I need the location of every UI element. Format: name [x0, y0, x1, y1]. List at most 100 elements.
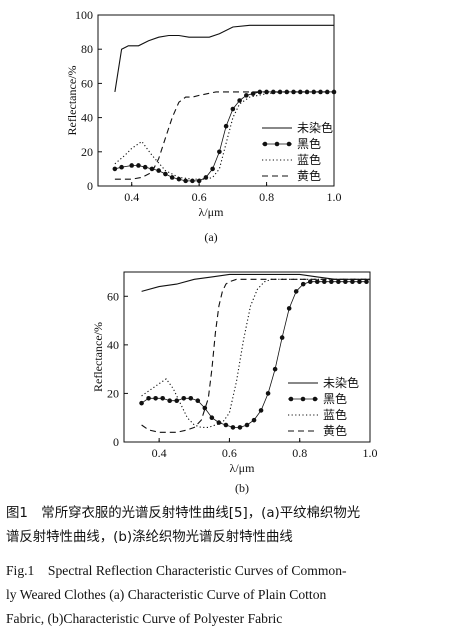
series-point-a-1: [217, 149, 222, 155]
x-tick-label-b: 0.8: [292, 446, 307, 460]
series-point-b-1: [286, 306, 292, 311]
x-tick-label-a: 0.8: [259, 190, 274, 204]
series-point-a-1: [156, 168, 161, 173]
series-point-a-1: [318, 89, 323, 95]
caption-chinese: 图1 常所穿衣服的光谱反射特性曲线[5]，(a)平纹棉织物光 谱反射特性曲线，(…: [6, 502, 446, 550]
series-point-b-1: [223, 422, 229, 428]
series-line-b-0: [141, 273, 370, 292]
series-line-a-3: [114, 91, 334, 180]
series-point-a-1: [136, 163, 141, 168]
series-point-b-1: [258, 408, 264, 413]
series-point-a-1: [190, 178, 195, 184]
series-point-b-1: [265, 391, 271, 396]
x-tick-label-b: 0.6: [222, 446, 237, 460]
series-point-b-1: [146, 395, 151, 401]
legend-marker-a-1: [274, 141, 280, 147]
series-point-a-1: [169, 175, 175, 180]
series-point-b-1: [322, 279, 327, 285]
caption-en-line-1: Fig.1 Spectral Reflection Characteristic…: [6, 563, 347, 578]
series-line-a-0: [114, 24, 334, 92]
series-line-a-2: [114, 91, 334, 180]
series-point-b-1: [181, 395, 187, 401]
legend-marker-b-1: [300, 396, 306, 402]
series-point-a-1: [257, 89, 263, 95]
y-tick-label-a: 40: [81, 111, 93, 125]
legend-label-b-0: 未染色: [323, 375, 359, 390]
series-line-b-3: [141, 278, 370, 433]
series-point-b-1: [230, 425, 236, 430]
series-point-b-1: [357, 279, 362, 285]
x-tick-label-b: 1.0: [363, 446, 378, 460]
series-point-a-1: [210, 166, 215, 172]
plot-frame-a: [97, 14, 335, 187]
x-tick-label-a: 1.0: [327, 190, 342, 204]
panel-label-b: (b): [235, 481, 249, 495]
series-point-b-1: [343, 279, 348, 285]
legend-label-a-1: 黑色: [297, 137, 321, 151]
y-tick-label-a: 60: [81, 76, 93, 90]
series-point-b-1: [209, 415, 215, 421]
series-point-b-1: [364, 279, 369, 285]
x-axis-label-b: λ/μm: [230, 461, 256, 475]
series-point-a-1: [183, 178, 188, 184]
y-tick-label-a: 100: [75, 8, 93, 22]
series-point-b-1: [251, 417, 257, 423]
series-point-a-1: [250, 91, 256, 96]
series-point-b-1: [244, 422, 250, 428]
series-point-a-1: [119, 164, 124, 170]
y-tick-label-b: 20: [107, 386, 119, 400]
legend-label-b-2: 蓝色: [323, 408, 347, 422]
y-axis-label-b: Reflectance/%: [91, 322, 105, 392]
chart-panel-a: 0.4 0.6 0.8 1.0 0 20 40 60 80 100 λ/μm Reflectance/…: [65, 8, 342, 244]
series-point-b-1: [307, 279, 313, 285]
y-tick-label-b: 40: [107, 338, 119, 352]
series-point-b-1: [160, 395, 165, 401]
x-tick-label-a: 0.6: [192, 190, 207, 204]
series-point-b-1: [153, 395, 158, 401]
series-point-b-1: [279, 335, 285, 340]
legend-label-a-2: 蓝色: [297, 153, 321, 167]
series-point-a-1: [237, 98, 242, 103]
x-axis-label-a: λ/μm: [199, 205, 225, 219]
legend-marker-a-1: [262, 141, 268, 147]
series-point-b-1: [350, 279, 355, 285]
x-tick-label-b: 0.4: [152, 446, 167, 460]
caption-english: Fig.1 Spectral Reflection Characteristic…: [6, 559, 446, 631]
series-point-b-1: [174, 398, 180, 404]
series-point-b-1: [195, 398, 201, 404]
caption-en-line-3: Fabric, (b)Characteristic Curve of Polye…: [6, 611, 283, 626]
x-tick-label-a: 0.4: [124, 190, 139, 204]
caption-zh-line-2: 谱反射特性曲线，(b)涤纶织物光谱反射特性曲线: [6, 530, 293, 545]
legend-marker-b-1: [312, 396, 318, 402]
series-point-b-1: [293, 289, 299, 294]
series-point-b-1: [272, 366, 278, 372]
series-point-b-1: [188, 395, 194, 401]
legend-label-a-0: 未染色: [297, 120, 333, 135]
series-point-a-1: [112, 166, 118, 172]
series-point-a-1: [297, 89, 303, 95]
legend-marker-a-1: [286, 141, 292, 147]
legend-label-b-3: 黄色: [323, 424, 347, 438]
series-point-a-1: [163, 171, 168, 177]
y-tick-label-a: 20: [81, 145, 93, 159]
y-tick-label-b: 0: [113, 435, 119, 449]
series-point-b-1: [139, 400, 144, 406]
series-point-b-1: [300, 281, 306, 287]
y-tick-label-a: 0: [87, 179, 93, 193]
series-point-a-1: [223, 123, 229, 129]
legend-marker-b-1: [288, 396, 294, 402]
series-point-a-1: [129, 163, 135, 168]
legend-label-a-3: 黄色: [297, 169, 321, 183]
series-point-b-1: [336, 279, 341, 285]
chart-panel-b: 0.4 0.6 0.8 1.0 0 20 40 60 λ/μm Reflectance/% (b) 未…: [91, 271, 378, 495]
series-point-a-1: [176, 176, 182, 182]
caption-en-line-2: ly Weared Clothes (a) Characteristic Cur…: [6, 587, 327, 602]
series-point-b-1: [202, 405, 208, 411]
series-point-b-1: [329, 279, 334, 285]
caption-zh-line-1: 图1 常所穿衣服的光谱反射特性曲线[5]，(a)平纹棉织物光: [6, 506, 361, 521]
y-axis-label-a: Reflectance/%: [65, 66, 79, 136]
panel-label-a: (a): [204, 230, 217, 244]
figure-canvas: 0.4 0.6 0.8 1.0 0 20 40 60 80 100 λ/μm Reflectance/…: [65, 8, 378, 495]
legend-label-b-1: 黑色: [323, 392, 347, 406]
series-point-a-1: [244, 93, 249, 98]
